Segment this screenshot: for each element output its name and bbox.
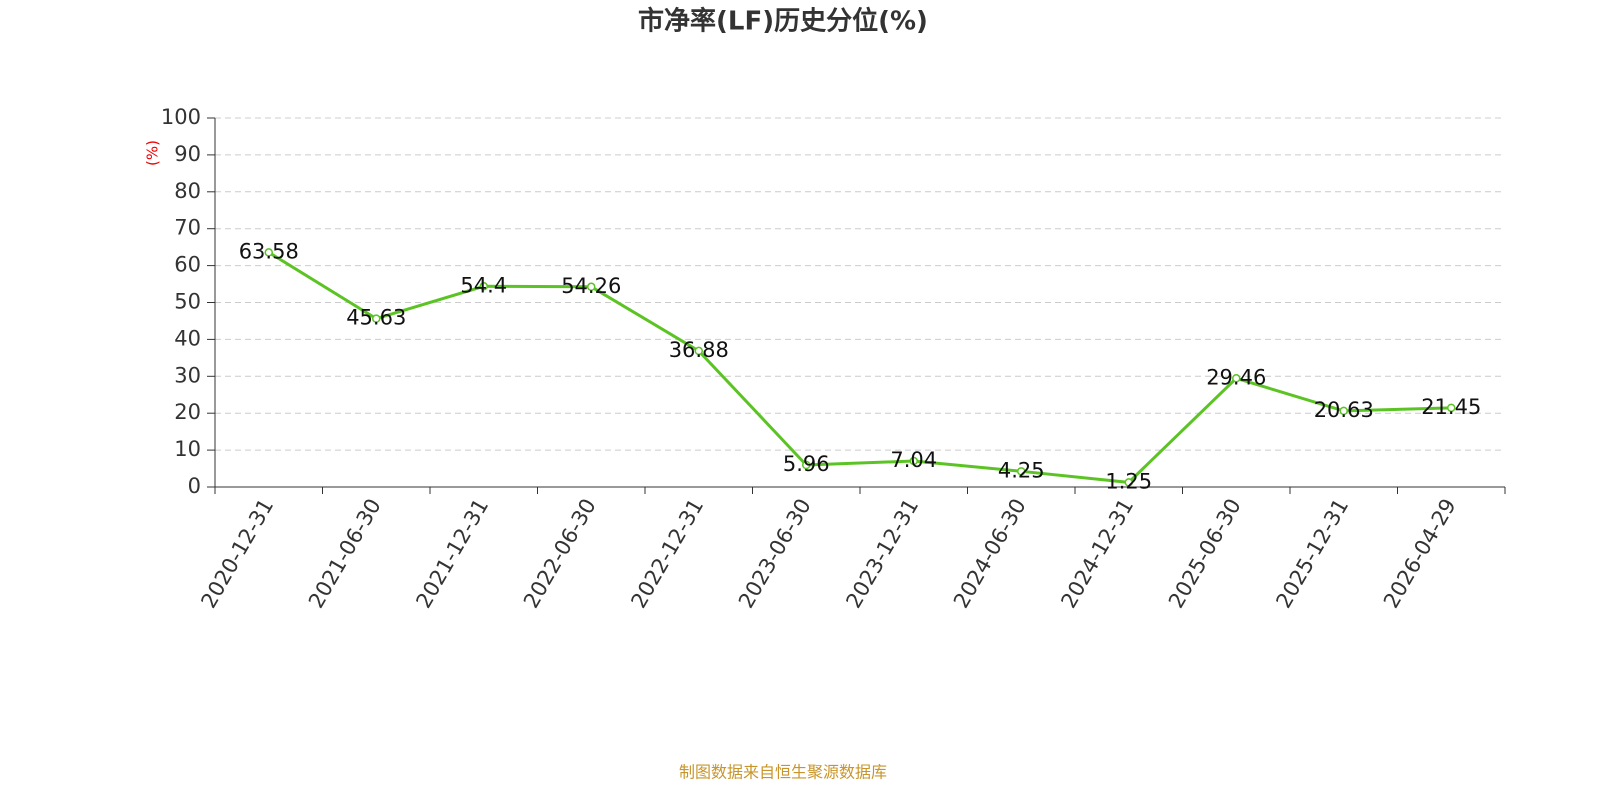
data-label: 36.88 (669, 338, 729, 362)
series-line (267, 251, 1452, 484)
y-tick-label: 30 (174, 363, 201, 387)
point (372, 314, 381, 323)
data-label: 45.63 (346, 306, 406, 330)
y-tick-label: 70 (174, 216, 201, 240)
y-tick-label: 50 (174, 290, 201, 314)
data-label: 54.26 (561, 274, 621, 298)
point (1447, 403, 1456, 413)
data-label: 21.45 (1421, 395, 1481, 419)
chart-title: 市净率(LF)历史分位(%) (638, 6, 928, 37)
data-label: 20.63 (1314, 398, 1374, 422)
point (587, 282, 596, 292)
y-tick-label: 60 (174, 253, 201, 277)
x-tick-label: 2020-12-31 (196, 495, 278, 613)
point (909, 456, 918, 466)
x-tick-label: 2025-06-30 (1164, 495, 1246, 613)
data-label: 29.46 (1206, 365, 1266, 389)
y-tick-label: 0 (188, 474, 201, 498)
x-tick-label: 2021-06-30 (304, 495, 386, 613)
x-tick-label: 2026-04-29 (1379, 495, 1461, 613)
data-label: 4.25 (998, 458, 1045, 482)
y-tick-label: 100 (161, 105, 201, 129)
y-tick-label: 80 (174, 179, 201, 203)
y-tick-label: 40 (174, 326, 201, 350)
x-tick-label: 2025-12-31 (1271, 495, 1353, 613)
data-label: 54.4 (460, 273, 507, 297)
y-tick-label: 90 (174, 142, 201, 166)
x-tick-label: 2022-06-30 (519, 495, 601, 613)
point (1232, 374, 1241, 383)
x-tick-label: 2023-06-30 (734, 495, 816, 613)
point (694, 346, 703, 356)
y-axis-label: (%) (144, 140, 162, 166)
point (802, 460, 811, 470)
data-label: 63.58 (239, 239, 299, 263)
x-tick-label: 2024-06-30 (949, 495, 1031, 613)
x-tick-label: 2022-12-31 (626, 495, 708, 613)
x-tick-label: 2021-12-31 (411, 495, 493, 613)
data-label: 7.04 (890, 448, 937, 472)
x-tick-label: 2023-12-31 (841, 495, 923, 613)
y-tick-label: 10 (174, 437, 201, 461)
y-tick-label: 20 (174, 400, 201, 424)
point (1339, 406, 1348, 416)
source-note: 制图数据来自恒生聚源数据库 (679, 763, 887, 782)
point (1017, 467, 1026, 476)
data-label: 5.96 (783, 452, 830, 476)
point (264, 248, 273, 257)
data-label: 1.25 (1105, 469, 1152, 493)
point (479, 282, 488, 291)
x-tick-label: 2024-12-31 (1056, 495, 1138, 613)
point (1124, 478, 1133, 487)
